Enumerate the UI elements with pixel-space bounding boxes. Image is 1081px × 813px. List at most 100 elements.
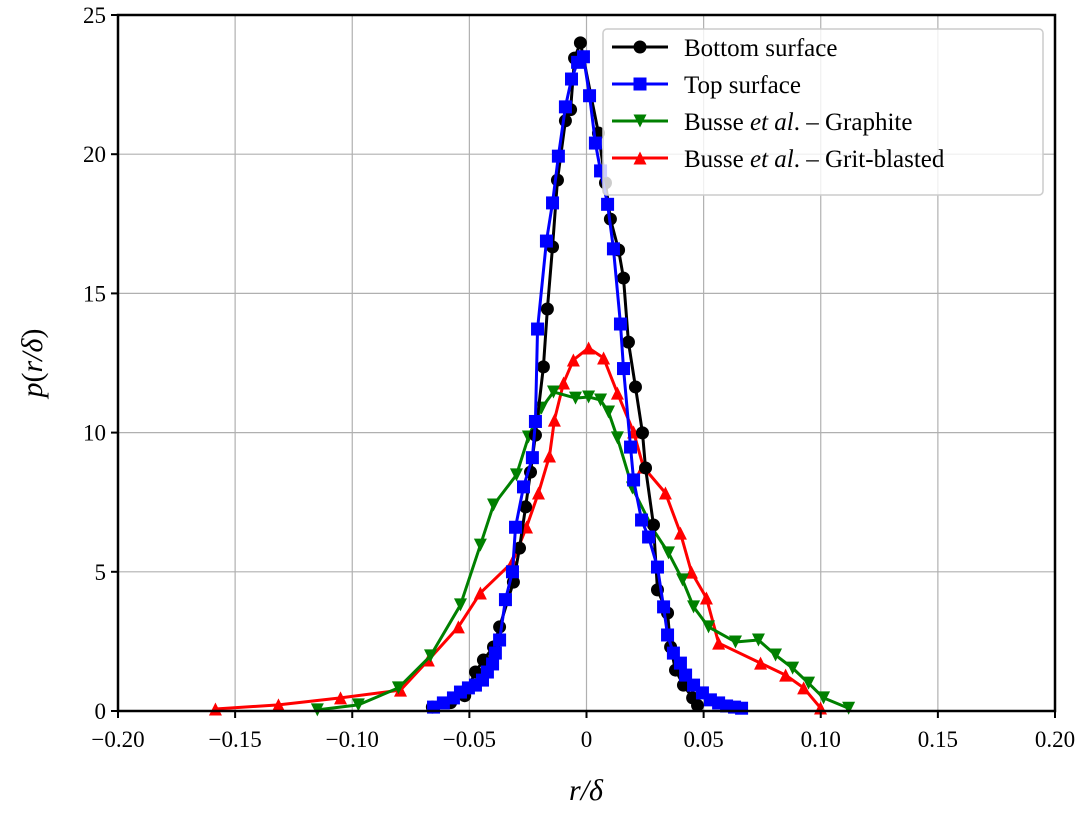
series-layer xyxy=(208,36,856,717)
data-point xyxy=(687,600,701,614)
legend-box xyxy=(602,28,1044,196)
data-point xyxy=(797,681,811,695)
data-point xyxy=(712,636,726,650)
data-point xyxy=(628,380,642,394)
data-point xyxy=(473,538,487,552)
data-point xyxy=(451,620,465,634)
data-point xyxy=(702,620,716,634)
data-point xyxy=(531,322,545,336)
x-tick-label: 0.20 xyxy=(1035,727,1075,752)
data-point xyxy=(539,234,553,248)
data-point xyxy=(487,498,501,512)
data-point xyxy=(453,598,467,612)
data-point xyxy=(817,691,831,705)
data-point xyxy=(676,573,690,587)
data-point xyxy=(536,360,550,374)
legend-label: Top surface xyxy=(684,72,801,99)
legend-label: Busse et al. – Grit-blasted xyxy=(684,146,945,173)
data-point xyxy=(531,486,545,500)
data-point xyxy=(351,698,365,712)
data-point xyxy=(661,628,675,642)
data-point xyxy=(673,656,687,670)
data-point xyxy=(583,89,597,103)
data-point xyxy=(610,386,624,400)
data-point xyxy=(621,335,635,349)
data-point xyxy=(601,197,615,211)
data-point xyxy=(728,635,742,649)
x-tick-label: 0.10 xyxy=(801,727,841,752)
data-point xyxy=(271,698,285,712)
data-point xyxy=(602,405,616,419)
data-point xyxy=(786,661,800,675)
data-point xyxy=(516,480,530,494)
data-point xyxy=(684,565,698,579)
legend-marker xyxy=(633,151,647,165)
data-point xyxy=(676,678,690,692)
data-point xyxy=(565,72,579,86)
data-point xyxy=(610,431,624,445)
data-point xyxy=(525,451,539,465)
series-triangle-down xyxy=(310,385,856,717)
data-point xyxy=(635,513,649,527)
x-axis-label: r/δ xyxy=(569,774,604,807)
data-point xyxy=(691,698,705,712)
data-point xyxy=(673,526,687,540)
y-tick-label: 10 xyxy=(83,421,106,446)
x-tick-label: 0.05 xyxy=(684,727,724,752)
data-point xyxy=(699,591,713,605)
data-point xyxy=(208,702,222,716)
data-point xyxy=(334,691,348,705)
data-point xyxy=(588,136,602,150)
data-point xyxy=(606,242,620,256)
data-point xyxy=(639,461,653,475)
data-point xyxy=(624,440,638,454)
data-point xyxy=(542,449,556,463)
data-point xyxy=(679,668,693,682)
data-point xyxy=(613,317,627,331)
data-point xyxy=(486,657,500,671)
y-tick-label: 20 xyxy=(83,142,106,167)
data-point xyxy=(557,376,571,390)
legend-entry: Bottom surface xyxy=(612,35,837,62)
data-point xyxy=(779,668,793,682)
data-point xyxy=(488,646,502,660)
data-point xyxy=(582,341,596,355)
data-point xyxy=(646,518,660,532)
data-point xyxy=(519,500,533,514)
data-point xyxy=(546,385,560,399)
data-point xyxy=(582,390,596,404)
data-point xyxy=(498,593,512,607)
data-point xyxy=(576,50,590,64)
data-point xyxy=(551,149,565,163)
y-tick-label: 0 xyxy=(95,699,107,724)
data-point xyxy=(735,701,749,715)
data-point xyxy=(658,486,672,500)
legend-marker xyxy=(633,114,647,128)
data-point xyxy=(493,633,507,647)
data-point xyxy=(391,681,405,695)
data-point xyxy=(842,701,856,715)
legend-entry: Top surface xyxy=(612,72,801,99)
data-point xyxy=(513,541,527,555)
legend-label: Busse et al. – Graphite xyxy=(684,109,912,136)
x-tick-label: −0.20 xyxy=(91,727,144,752)
data-point xyxy=(566,353,580,367)
legend-label: Bottom surface xyxy=(684,35,837,62)
data-point xyxy=(754,656,768,670)
data-point xyxy=(540,302,554,316)
x-tick-label: 0 xyxy=(581,727,593,752)
data-point xyxy=(594,393,608,407)
data-point xyxy=(473,586,487,600)
data-point xyxy=(547,413,561,427)
data-point xyxy=(751,633,765,647)
legend-entry: Busse et al. – Grit-blasted xyxy=(612,146,945,173)
data-point xyxy=(769,648,783,662)
x-tick-label: −0.05 xyxy=(443,727,496,752)
data-point xyxy=(650,560,664,574)
data-point xyxy=(617,362,631,376)
data-point xyxy=(505,565,519,579)
x-tick-label: 0.15 xyxy=(918,727,958,752)
data-point xyxy=(617,271,631,285)
legend-marker xyxy=(633,77,647,91)
data-point xyxy=(573,36,587,50)
